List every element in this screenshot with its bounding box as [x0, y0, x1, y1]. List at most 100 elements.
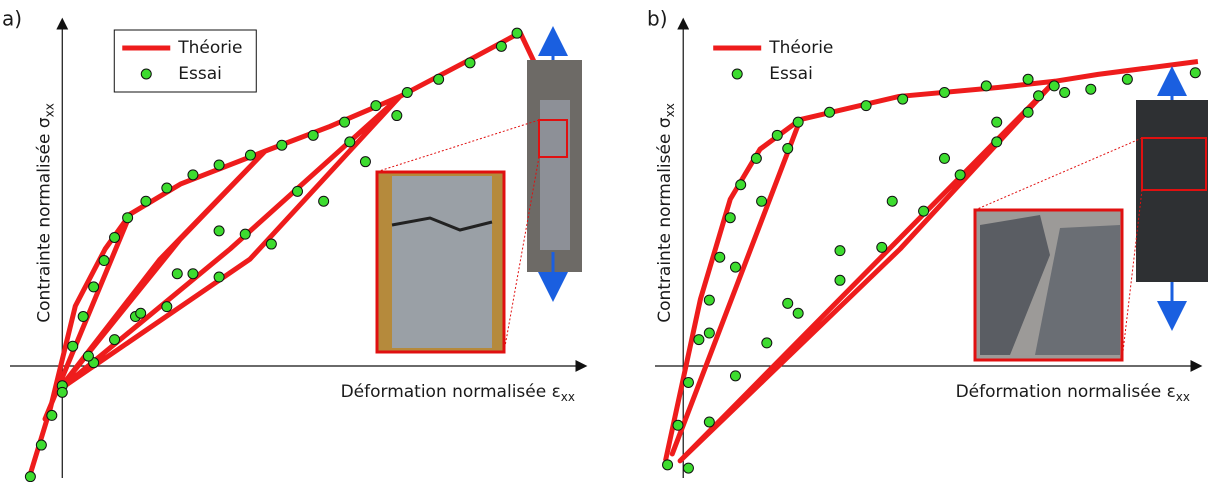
test-point — [703, 294, 715, 306]
test-point — [1022, 106, 1034, 118]
test-point — [897, 93, 909, 105]
test-point — [750, 152, 762, 164]
test-point — [729, 261, 741, 273]
test-point — [122, 212, 134, 224]
y-axis-label: Contrainte normalisée σxx — [655, 103, 677, 323]
test-point — [1033, 90, 1045, 102]
test-point — [318, 195, 330, 207]
test-point — [244, 149, 256, 161]
test-point — [56, 386, 68, 398]
test-point — [886, 195, 898, 207]
test-point — [171, 268, 183, 280]
test-point — [359, 156, 371, 168]
test-point — [1022, 73, 1034, 85]
test-point — [67, 340, 79, 352]
y-axis-label: Contrainte normalisée σxx — [34, 103, 56, 323]
test-point — [834, 245, 846, 257]
x-label-text: Déformation normalisée ε — [341, 382, 561, 402]
legend-label: Essai — [769, 64, 813, 84]
test-point — [292, 185, 303, 197]
legend-label: Théorie — [768, 38, 833, 58]
test-point — [1085, 83, 1097, 95]
test-point — [693, 334, 705, 346]
test-point — [703, 416, 715, 428]
legend-box — [113, 29, 257, 93]
test-point — [860, 100, 872, 112]
test-point — [161, 301, 173, 313]
test-point — [344, 136, 356, 148]
test-point — [761, 337, 773, 349]
test-point — [109, 231, 121, 243]
test-point — [187, 268, 199, 280]
test-point — [918, 205, 930, 217]
theory-line — [27, 30, 543, 475]
test-point — [1059, 86, 1071, 98]
test-point — [756, 195, 768, 207]
test-point — [135, 307, 147, 319]
x-label-sub: xx — [1176, 389, 1190, 403]
test-point — [239, 228, 251, 240]
test-point — [464, 57, 476, 69]
test-point — [24, 471, 36, 482]
photo-a — [375, 26, 582, 354]
test-point — [276, 139, 288, 151]
test-point — [401, 86, 413, 98]
x-axis-label: Déformation normalisée εxx — [341, 382, 575, 404]
test-point — [954, 169, 966, 181]
test-point — [339, 116, 351, 128]
test-point — [98, 255, 110, 267]
test-point — [792, 307, 804, 319]
test-point — [77, 311, 89, 323]
test-point — [735, 179, 747, 191]
test-point — [938, 152, 950, 164]
y-label-text: Contrainte normalisée σ — [655, 117, 675, 323]
test-point — [213, 159, 225, 171]
test-point — [187, 169, 199, 181]
test-point — [370, 100, 382, 112]
test-point — [729, 370, 741, 382]
test-point — [662, 459, 674, 471]
legend-marker — [731, 68, 743, 80]
x-label-text: Déformation normalisée ε — [956, 382, 1176, 402]
test-point — [1048, 80, 1060, 92]
test-point — [46, 409, 58, 421]
test-point — [1189, 67, 1201, 79]
photo-b — [973, 66, 1208, 362]
legend-label: Théorie — [177, 38, 242, 58]
test-point — [724, 212, 736, 224]
test-point — [391, 110, 403, 122]
legend-label: Essai — [178, 64, 222, 84]
test-point — [782, 143, 794, 155]
y-label-sub: xx — [663, 103, 677, 117]
test-point — [1121, 73, 1133, 85]
test-point — [792, 116, 804, 128]
test-point — [782, 297, 794, 309]
test-point — [35, 439, 47, 451]
test-point — [991, 116, 1003, 128]
test-point — [672, 419, 684, 431]
test-point — [938, 86, 950, 98]
test-point — [433, 73, 445, 85]
test-point — [703, 327, 715, 339]
x-label-sub: xx — [561, 389, 575, 403]
test-point — [511, 27, 523, 39]
test-point — [109, 334, 121, 346]
test-point — [161, 182, 173, 194]
test-point — [88, 281, 100, 293]
test-point — [495, 40, 507, 52]
test-point — [771, 129, 783, 141]
x-axis-label: Déformation normalisée εxx — [956, 382, 1190, 404]
test-point — [824, 106, 836, 118]
test-point — [980, 80, 992, 92]
panel-label: a) — [2, 7, 22, 31]
test-point — [876, 241, 888, 253]
test-point — [140, 195, 152, 207]
y-label-text: Contrainte normalisée σ — [34, 117, 54, 323]
test-point — [213, 225, 225, 237]
y-label-sub: xx — [42, 103, 56, 117]
test-point — [991, 136, 1003, 148]
test-point — [213, 271, 225, 283]
test-point — [834, 274, 846, 286]
